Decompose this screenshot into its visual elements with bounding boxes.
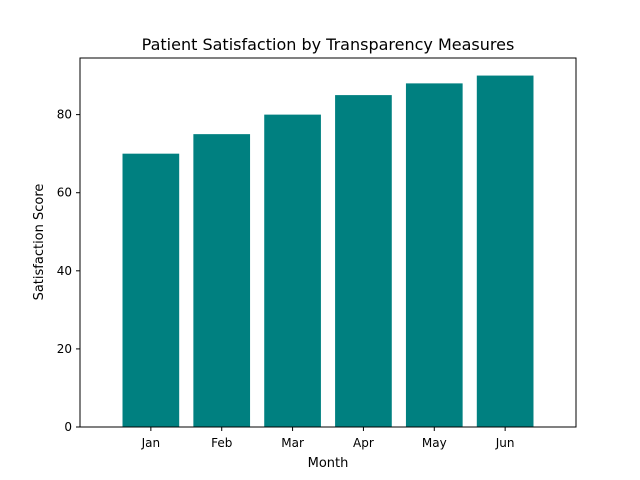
bar-jan (122, 153, 180, 428)
y-tick-label: 0 (64, 420, 72, 434)
x-axis-ticks: Jan Feb Mar Apr May Jun (141, 427, 515, 450)
bar-may (405, 83, 463, 427)
bar-jun (476, 75, 534, 427)
y-tick-label: 20 (57, 342, 72, 356)
x-axis-label: Month (308, 456, 349, 471)
plot-frame (79, 57, 577, 428)
y-axis-label: Satisfaction Score (32, 184, 47, 301)
x-tick-label: May (422, 436, 447, 450)
bars-group (122, 75, 534, 428)
bar-apr (335, 95, 392, 427)
y-tick-label: 40 (57, 264, 72, 278)
chart-title: Patient Satisfaction by Transparency Mea… (142, 35, 515, 54)
y-tick-label: 60 (57, 186, 72, 200)
y-axis-ticks: 0 20 40 60 80 (57, 108, 80, 434)
bar-feb (193, 134, 251, 427)
x-tick-label: Jan (141, 436, 161, 450)
y-tick-label: 80 (57, 108, 72, 122)
x-tick-label: Feb (211, 436, 232, 450)
x-tick-label: Mar (281, 436, 304, 450)
x-tick-label: Jun (495, 436, 515, 450)
bar-mar (264, 114, 321, 428)
x-tick-label: Apr (353, 436, 374, 450)
